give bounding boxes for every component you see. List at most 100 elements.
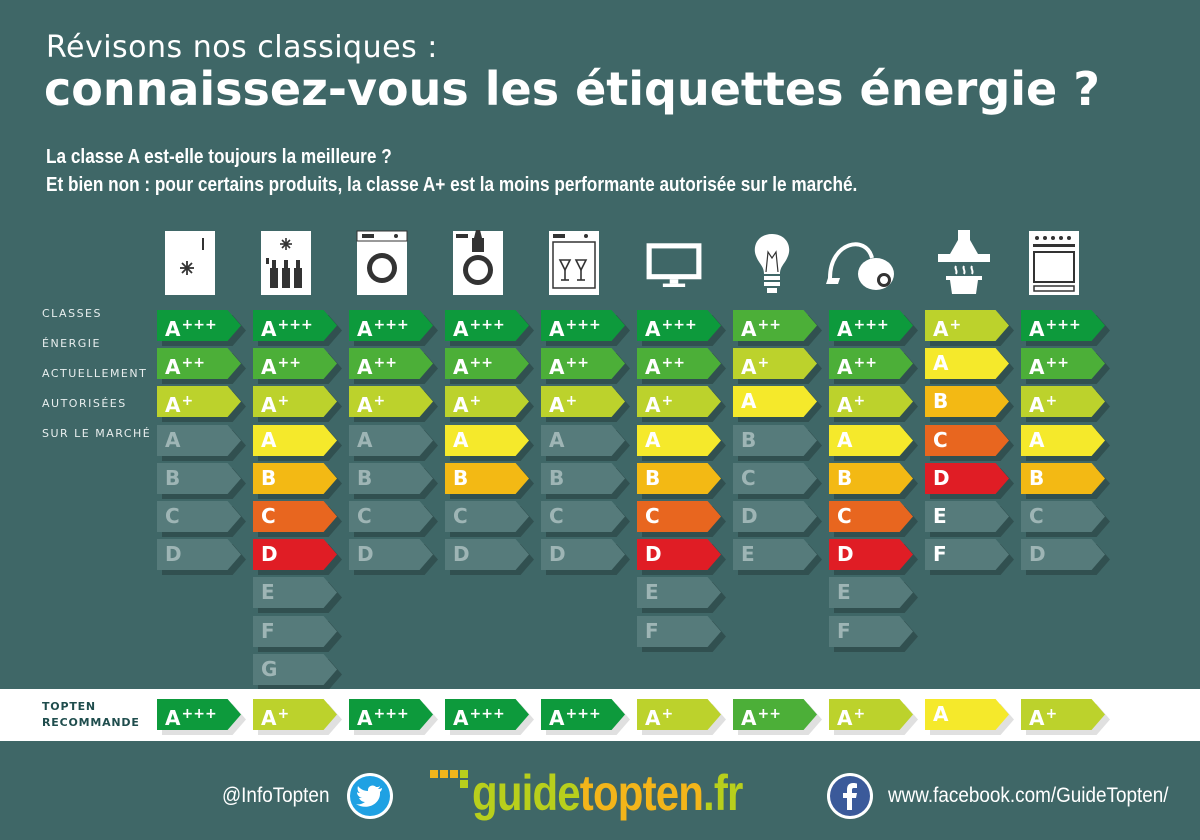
energy-class-arrow: B	[637, 463, 721, 494]
energy-class-letter: A	[549, 317, 565, 341]
energy-class-letter: E	[837, 580, 851, 604]
energy-class-letter: A	[453, 428, 469, 452]
energy-class-letter: E	[645, 580, 659, 604]
energy-class-arrow: B	[1021, 463, 1105, 494]
energy-class-letter: A	[549, 706, 565, 730]
energy-class-plus: ++	[469, 355, 493, 371]
energy-class-letter: A	[933, 317, 949, 341]
side-label-line: CLASSES	[42, 307, 102, 320]
energy-class-letter: C	[645, 504, 660, 528]
energy-class-letter: A	[837, 393, 853, 417]
energy-class-letter: F	[837, 619, 851, 643]
energy-class-letter: C	[1029, 504, 1044, 528]
recommend-label-line: RECOMMANDE	[42, 716, 140, 729]
energy-class-letter: C	[165, 504, 180, 528]
energy-class-arrow: C	[1021, 501, 1105, 532]
energy-class-plus: +++	[469, 317, 505, 333]
range-hood-icon	[938, 230, 990, 294]
energy-class-arrow: A+	[733, 348, 817, 379]
energy-class-arrow: E	[733, 539, 817, 570]
energy-class-letter: A	[645, 355, 661, 379]
twitter-icon[interactable]	[346, 772, 394, 820]
energy-class-letter: D	[261, 542, 278, 566]
energy-class-letter: A	[837, 428, 853, 452]
energy-class-plus: ++	[277, 355, 301, 371]
energy-class-letter: E	[741, 542, 755, 566]
energy-class-letter: A	[261, 317, 277, 341]
logo-part-tld: .fr	[703, 765, 743, 821]
energy-class-plus: ++	[181, 355, 205, 371]
energy-class-letter: A	[357, 393, 373, 417]
energy-class-letter: A	[741, 355, 757, 379]
energy-class-arrow: A	[157, 425, 241, 456]
energy-class-arrow: A	[1021, 425, 1105, 456]
subtitle-line-2: Et bien non : pour certains produits, la…	[46, 174, 858, 196]
fridge-icon	[165, 231, 215, 295]
energy-class-letter: A	[837, 706, 853, 730]
facebook-icon[interactable]	[826, 772, 874, 820]
energy-class-plus: +++	[565, 706, 601, 722]
energy-class-letter: B	[933, 389, 949, 413]
energy-class-arrow: C	[829, 501, 913, 532]
energy-class-arrow: F	[637, 616, 721, 647]
energy-class-arrow: A+++	[157, 310, 241, 341]
energy-class-plus: +	[853, 393, 866, 409]
energy-class-letter: A	[357, 317, 373, 341]
energy-class-letter: C	[741, 466, 756, 490]
recommended-class-arrow: A+++	[349, 699, 433, 730]
energy-class-arrow: B	[253, 463, 337, 494]
energy-class-plus: ++	[853, 355, 877, 371]
energy-class-arrow: B	[925, 386, 1009, 417]
energy-class-arrow: F	[925, 539, 1009, 570]
energy-class-letter: A	[261, 706, 277, 730]
energy-class-arrow: E	[637, 577, 721, 608]
energy-class-arrow: C	[157, 501, 241, 532]
energy-class-plus: ++	[757, 706, 781, 722]
energy-class-arrow: A+++	[253, 310, 337, 341]
energy-class-plus: +	[373, 393, 386, 409]
energy-class-arrow: D	[541, 539, 625, 570]
energy-class-plus: +	[1045, 706, 1058, 722]
energy-class-letter: D	[1029, 542, 1046, 566]
energy-class-arrow: F	[253, 616, 337, 647]
energy-class-plus: ++	[1045, 355, 1069, 371]
energy-class-arrow: G	[253, 654, 337, 685]
side-label-line: ACTUELLEMENT	[42, 367, 148, 380]
energy-class-arrow: C	[925, 425, 1009, 456]
recommend-label-line: TOPTEN	[42, 700, 96, 713]
energy-class-letter: A	[549, 393, 565, 417]
energy-class-arrow: A	[733, 386, 817, 417]
energy-class-arrow: A+	[157, 386, 241, 417]
recommended-class-arrow: A++	[733, 699, 817, 730]
energy-class-arrow: D	[157, 539, 241, 570]
dishwasher-icon	[549, 231, 599, 295]
facebook-url[interactable]: www.facebook.com/GuideTopten/	[888, 784, 1169, 807]
twitter-handle[interactable]: @InfoTopten	[222, 784, 330, 807]
energy-class-plus: +	[757, 355, 770, 371]
energy-class-plus: +++	[373, 706, 409, 722]
energy-class-letter: E	[261, 580, 275, 604]
energy-class-arrow: E	[829, 577, 913, 608]
energy-class-letter: B	[165, 466, 181, 490]
energy-class-letter: A	[357, 428, 373, 452]
energy-class-letter: D	[549, 542, 566, 566]
energy-class-arrow: D	[829, 539, 913, 570]
energy-class-letter: F	[261, 619, 275, 643]
energy-class-arrow: D	[1021, 539, 1105, 570]
guidetopten-logo[interactable]: guidetopten.fr	[430, 764, 790, 824]
title-line-2: connaissez-vous les étiquettes énergie ?	[44, 62, 1100, 116]
energy-class-plus: +	[661, 706, 674, 722]
energy-class-letter: A	[165, 355, 181, 379]
energy-class-arrow: D	[253, 539, 337, 570]
energy-class-arrow: D	[445, 539, 529, 570]
energy-class-letter: B	[357, 466, 373, 490]
energy-class-letter: A	[549, 355, 565, 379]
energy-class-letter: A	[357, 355, 373, 379]
energy-class-arrow: A+++	[637, 310, 721, 341]
energy-class-arrow: A	[541, 425, 625, 456]
recommended-class-arrow: A+	[253, 699, 337, 730]
energy-class-arrow: A+	[349, 386, 433, 417]
energy-class-letter: C	[261, 504, 276, 528]
energy-class-arrow: A	[637, 425, 721, 456]
energy-class-letter: D	[357, 542, 374, 566]
